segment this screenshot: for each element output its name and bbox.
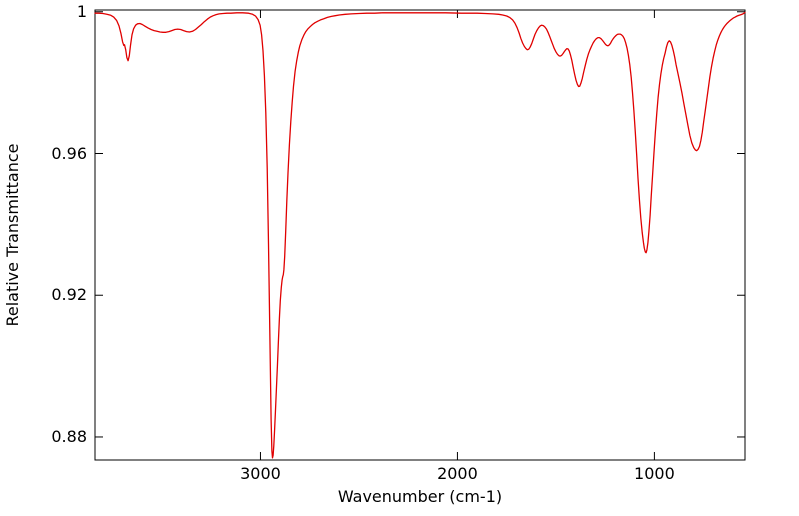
y-tick-label: 0.88 <box>51 426 87 446</box>
y-tick-label: 0.96 <box>51 143 87 163</box>
x-tick-label: 2000 <box>437 464 478 483</box>
plot-frame <box>94 9 746 461</box>
y-tick-label: 0.92 <box>51 285 87 305</box>
x-tick-label: 3000 <box>240 464 281 483</box>
y-axis-title: Relative Transmittance <box>3 143 22 327</box>
spectrum-line <box>94 11 746 459</box>
y-tick-label: 1 <box>76 1 87 21</box>
x-tick-label: 1000 <box>634 464 675 483</box>
x-axis-title: Wavenumber (cm-1) <box>337 487 503 506</box>
